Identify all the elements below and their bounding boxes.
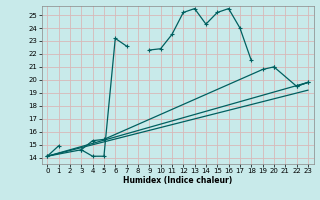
X-axis label: Humidex (Indice chaleur): Humidex (Indice chaleur): [123, 176, 232, 185]
